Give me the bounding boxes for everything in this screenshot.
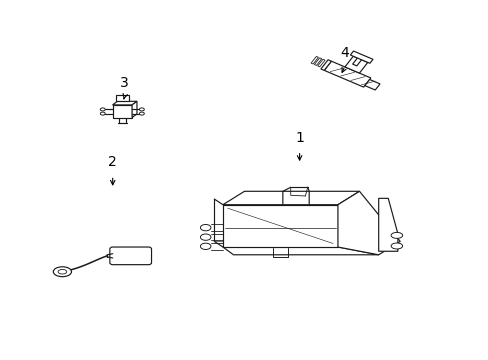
Polygon shape: [317, 59, 325, 67]
FancyBboxPatch shape: [116, 95, 128, 101]
Text: 3: 3: [120, 76, 129, 90]
Ellipse shape: [200, 243, 210, 249]
Ellipse shape: [200, 224, 210, 231]
Ellipse shape: [139, 108, 144, 111]
Text: 1: 1: [295, 131, 304, 145]
FancyBboxPatch shape: [112, 105, 132, 117]
Polygon shape: [223, 247, 378, 255]
Ellipse shape: [139, 112, 144, 115]
Polygon shape: [350, 51, 372, 63]
Polygon shape: [314, 58, 321, 66]
Polygon shape: [320, 60, 331, 70]
Ellipse shape: [100, 108, 105, 111]
Ellipse shape: [390, 233, 402, 238]
Polygon shape: [324, 61, 370, 87]
Polygon shape: [364, 80, 379, 90]
Ellipse shape: [390, 243, 402, 249]
Polygon shape: [112, 101, 137, 105]
FancyBboxPatch shape: [110, 247, 151, 265]
Polygon shape: [310, 57, 318, 64]
Ellipse shape: [58, 269, 66, 274]
Polygon shape: [337, 191, 399, 255]
Text: 4: 4: [340, 46, 349, 60]
Polygon shape: [223, 205, 337, 247]
Ellipse shape: [100, 112, 105, 115]
Polygon shape: [378, 198, 397, 251]
Polygon shape: [223, 191, 359, 205]
Polygon shape: [344, 56, 367, 73]
Polygon shape: [132, 101, 137, 117]
Text: 2: 2: [108, 156, 117, 170]
Ellipse shape: [53, 267, 71, 277]
Ellipse shape: [200, 234, 210, 240]
